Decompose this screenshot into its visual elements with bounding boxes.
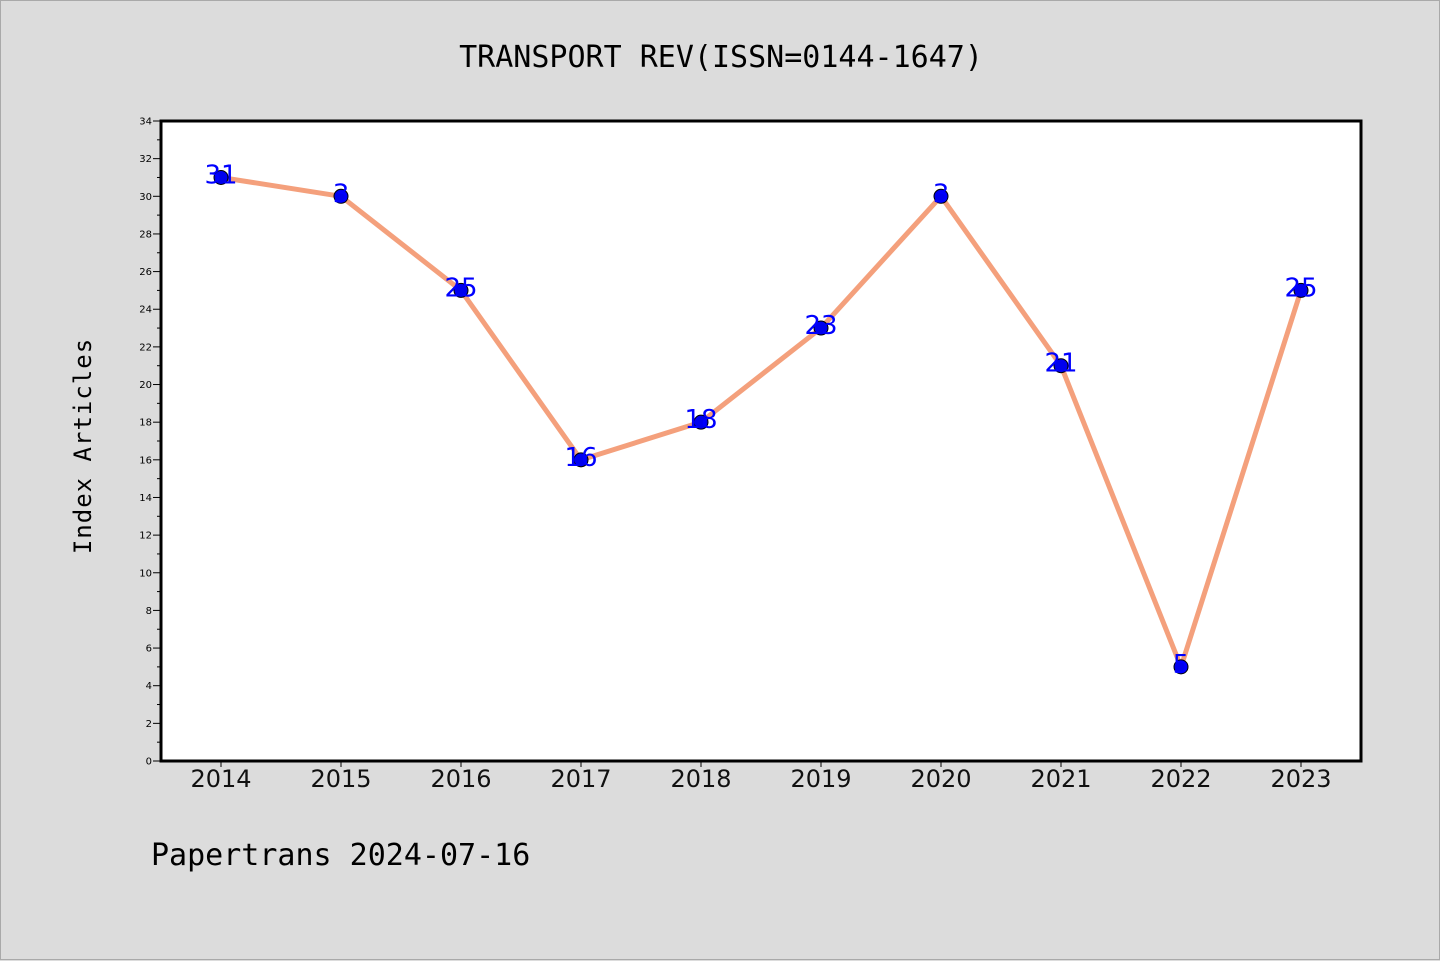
x-tick-label: 2019 — [790, 765, 851, 793]
data-point — [453, 282, 469, 298]
x-tick-label: 2022 — [1150, 765, 1211, 793]
y-tick-label: 22 — [139, 342, 152, 353]
x-tick-label: 2021 — [1030, 765, 1091, 793]
x-tick-label: 2017 — [550, 765, 611, 793]
y-tick-label: 12 — [139, 531, 152, 542]
data-point — [213, 169, 229, 185]
data-point — [693, 414, 709, 430]
x-tick-label: 2018 — [670, 765, 731, 793]
plot-area — [159, 119, 1363, 763]
y-tick-label: 20 — [139, 380, 152, 391]
y-tick-label: 2 — [146, 719, 152, 730]
y-tick-label: 6 — [146, 644, 152, 655]
x-tick-label: 2016 — [430, 765, 491, 793]
data-label: 31 — [204, 160, 237, 190]
data-point — [1053, 358, 1069, 374]
y-tick-label: 14 — [139, 493, 152, 504]
data-label: 16 — [564, 443, 597, 473]
data-labels: 31 3 25 16 18 23 3 21 5 25 — [204, 160, 1317, 679]
y-tick-label: 24 — [139, 305, 152, 316]
data-label: 3 — [333, 179, 350, 209]
x-tick-label: 2015 — [310, 765, 371, 793]
y-tick-label: 16 — [139, 455, 152, 466]
data-label: 25 — [444, 273, 477, 303]
y-tick-label: 26 — [139, 267, 152, 278]
y-tick-label: 28 — [139, 229, 152, 240]
x-tick-label: 2014 — [190, 765, 251, 793]
y-tick-label: 34 — [139, 117, 152, 128]
y-tick-label: 18 — [139, 418, 152, 429]
data-label: 3 — [933, 179, 950, 209]
data-label: 21 — [1044, 349, 1077, 379]
data-points — [213, 169, 1309, 675]
data-point — [1293, 282, 1309, 298]
y-tick-label: 4 — [146, 681, 152, 692]
x-tick-label: 2023 — [1270, 765, 1331, 793]
data-point — [933, 188, 949, 204]
series-line — [218, 174, 1304, 670]
data-label: 18 — [684, 405, 717, 435]
data-point — [1173, 659, 1189, 675]
y-tick-label: 8 — [146, 606, 152, 617]
x-tick-label: 2020 — [910, 765, 971, 793]
data-point — [813, 320, 829, 336]
data-point — [333, 188, 349, 204]
series-path — [218, 174, 1304, 670]
y-axis-label: Index Articles — [69, 338, 97, 554]
y-tick-label: 30 — [139, 192, 152, 203]
data-label: 25 — [1284, 273, 1317, 303]
data-label: 23 — [804, 311, 837, 341]
footer-text: Papertrans 2024-07-16 — [151, 838, 530, 873]
y-tick-label: 10 — [139, 568, 152, 579]
data-point — [573, 452, 589, 468]
y-tick-label: 32 — [139, 154, 152, 165]
x-axis: 2014 2015 2016 2017 2018 2019 2020 2021 2022 2023 — [190, 761, 1332, 793]
data-label: 5 — [1173, 650, 1190, 680]
y-tick-label: 0 — [146, 757, 152, 768]
chart-title: TRANSPORT REV(ISSN=0144-1647) — [459, 40, 983, 75]
